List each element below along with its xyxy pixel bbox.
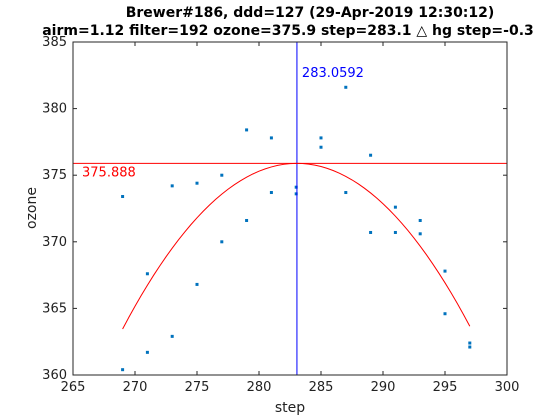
x-tick-label: 280 bbox=[247, 380, 272, 395]
data-point bbox=[195, 181, 199, 185]
chart-title-line1: Brewer#186, ddd=127 (29-Apr-2019 12:30:1… bbox=[126, 5, 495, 21]
data-point bbox=[145, 350, 149, 354]
axes-layer: 265 270 275 280 285 290 295 300 360 365 370 375 380 3… bbox=[42, 35, 519, 395]
data-point bbox=[418, 218, 422, 222]
y-tick-label: 385 bbox=[42, 35, 67, 50]
y-tick-label: 380 bbox=[42, 102, 67, 117]
data-point bbox=[344, 85, 348, 89]
y-tick-label: 375 bbox=[42, 168, 67, 183]
y-tick-label: 360 bbox=[42, 368, 67, 383]
reference-lines-layer: 283.0592 375.888 bbox=[73, 42, 507, 375]
data-point bbox=[319, 145, 323, 149]
ozone-level-label: 375.888 bbox=[82, 165, 136, 180]
data-point bbox=[195, 282, 199, 286]
data-point bbox=[468, 341, 472, 345]
data-point bbox=[245, 218, 249, 222]
data-point bbox=[393, 230, 397, 234]
data-point bbox=[170, 334, 174, 338]
data-point bbox=[121, 368, 125, 372]
data-point bbox=[443, 312, 447, 316]
points-layer bbox=[121, 85, 472, 372]
y-tick-label: 365 bbox=[42, 301, 67, 316]
data-point bbox=[369, 153, 373, 157]
data-point bbox=[294, 192, 298, 196]
data-point bbox=[344, 191, 348, 195]
data-point bbox=[220, 240, 224, 244]
x-tick-label: 275 bbox=[185, 380, 210, 395]
y-axis-label: ozone bbox=[24, 187, 40, 229]
data-point bbox=[269, 136, 273, 140]
x-tick-label: 290 bbox=[371, 380, 396, 395]
chart-title-line2: airm=1.12 filter=192 ozone=375.9 step=28… bbox=[42, 23, 534, 39]
x-tick-label: 285 bbox=[309, 380, 334, 395]
data-point bbox=[319, 136, 323, 140]
x-tick-label: 270 bbox=[123, 380, 148, 395]
data-point bbox=[121, 195, 125, 199]
data-point bbox=[170, 184, 174, 188]
data-point bbox=[369, 230, 373, 234]
x-axis-label: step bbox=[275, 400, 305, 416]
x-tick-label: 295 bbox=[433, 380, 458, 395]
y-tick-label: 370 bbox=[42, 235, 67, 250]
data-point bbox=[245, 128, 249, 132]
data-point bbox=[220, 173, 224, 177]
data-point bbox=[468, 345, 472, 349]
data-point bbox=[294, 185, 298, 189]
x-tick-label: 300 bbox=[495, 380, 520, 395]
data-point bbox=[393, 205, 397, 209]
data-point bbox=[269, 191, 273, 195]
data-point bbox=[418, 232, 422, 236]
plot-frame bbox=[72, 41, 508, 376]
x-tick-label: 265 bbox=[61, 380, 86, 395]
data-point bbox=[145, 272, 149, 276]
data-point bbox=[443, 269, 447, 273]
optimal-step-label: 283.0592 bbox=[302, 66, 364, 81]
